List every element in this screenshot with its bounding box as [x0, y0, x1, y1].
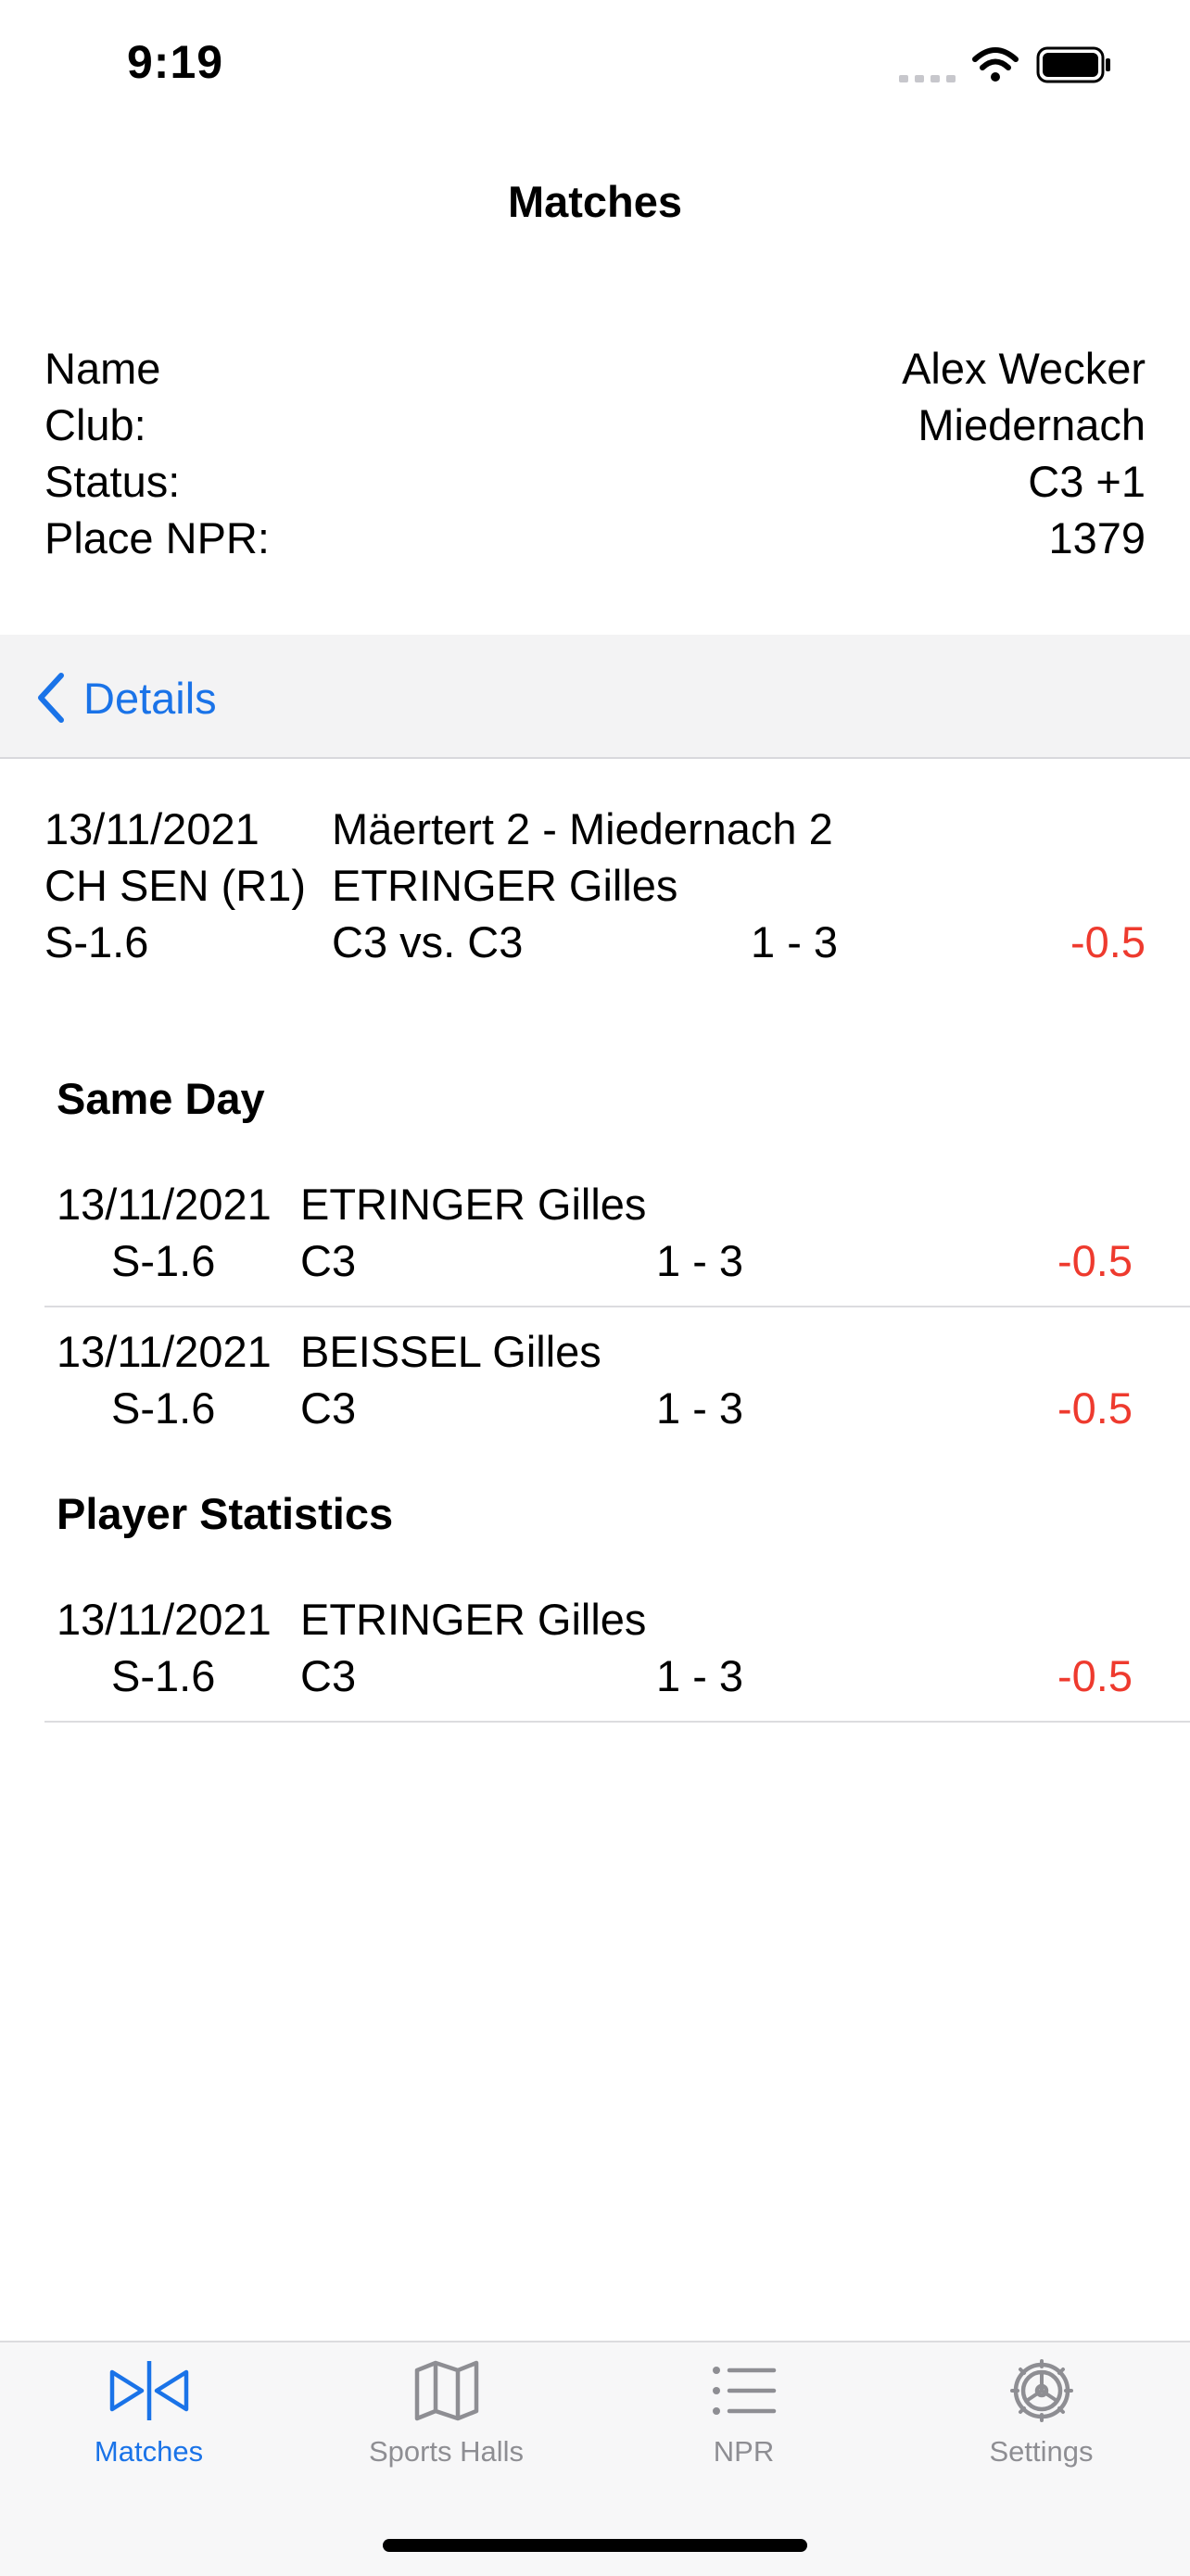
divider	[44, 1306, 1190, 1307]
status-label: Status:	[44, 457, 181, 506]
info-row-club: Club: Miedernach	[44, 399, 1146, 457]
info-row-status: Status: C3 +1	[44, 456, 1146, 513]
info-row-place: Place NPR: 1379	[44, 512, 1146, 570]
row-opponent: ETRINGER Gilles	[300, 1595, 647, 1644]
battery-icon	[1036, 46, 1112, 83]
row-rank: C3	[300, 1236, 357, 1285]
divider	[44, 1721, 1190, 1723]
details-back-button[interactable]: Details	[35, 672, 217, 724]
list-icon	[595, 2354, 892, 2428]
row-rank: C3	[300, 1651, 357, 1700]
section-title-player-statistics: Player Statistics	[57, 1489, 394, 1538]
row-date: 13/11/2021	[57, 1327, 272, 1376]
place-value: 1379	[1048, 513, 1146, 562]
row-date: 13/11/2021	[57, 1595, 272, 1644]
match-competition: CH SEN (R1)	[44, 861, 307, 910]
club-value: Miedernach	[918, 400, 1146, 449]
row-date: 13/11/2021	[57, 1180, 272, 1229]
place-label: Place NPR:	[44, 513, 270, 562]
tab-label: Settings	[989, 2435, 1094, 2468]
list-item[interactable]: 13/11/2021 ETRINGER Gilles S-1.6 C3 1 - …	[0, 1168, 1190, 1305]
row-code: S-1.6	[111, 1236, 216, 1285]
list-item[interactable]: 13/11/2021 ETRINGER Gilles S-1.6 C3 1 - …	[0, 1583, 1190, 1720]
tab-matches[interactable]: Matches	[0, 2354, 298, 2469]
details-back-label: Details	[83, 673, 217, 723]
tab-label: Matches	[94, 2435, 204, 2468]
tab-bar	[0, 2341, 1190, 2576]
details-bar	[0, 635, 1190, 759]
row-points: -0.5	[1057, 1383, 1133, 1433]
chevron-left-icon	[35, 672, 67, 724]
matches-icon	[0, 2354, 298, 2428]
row-rank: C3	[300, 1383, 357, 1433]
name-value: Alex Wecker	[902, 344, 1146, 393]
club-label: Club:	[44, 400, 146, 449]
status-time: 9:19	[127, 36, 224, 88]
status-value: C3 +1	[1028, 457, 1146, 506]
row-points: -0.5	[1057, 1236, 1133, 1285]
tab-settings[interactable]: Settings	[892, 2354, 1190, 2469]
tab-label: Sports Halls	[368, 2435, 525, 2468]
match-teams: Mäertert 2 - Miedernach 2	[332, 804, 833, 853]
page-title: Matches	[507, 177, 683, 226]
row-opponent: ETRINGER Gilles	[300, 1180, 647, 1229]
match-ranks: C3 vs. C3	[332, 917, 524, 966]
tab-npr[interactable]: NPR	[595, 2354, 892, 2469]
section-title-same-day: Same Day	[57, 1074, 265, 1123]
gear-icon	[892, 2354, 1190, 2428]
row-score: 1 - 3	[656, 1651, 744, 1700]
row-score: 1 - 3	[656, 1236, 744, 1285]
signal-icon	[899, 72, 956, 83]
match-opponent: ETRINGER Gilles	[332, 861, 678, 910]
row-opponent: BEISSEL Gilles	[300, 1327, 601, 1376]
row-points: -0.5	[1057, 1651, 1133, 1700]
tab-label: NPR	[713, 2435, 775, 2468]
home-indicator	[383, 2539, 807, 2552]
wifi-icon	[971, 46, 1019, 83]
match-date: 13/11/2021	[44, 804, 260, 853]
map-icon	[298, 2354, 595, 2428]
tab-sports-halls[interactable]: Sports Halls	[298, 2354, 595, 2469]
match-points: -0.5	[1070, 917, 1146, 966]
list-item[interactable]: 13/11/2021 BEISSEL Gilles S-1.6 C3 1 - 3…	[0, 1315, 1190, 1452]
row-code: S-1.6	[111, 1383, 216, 1433]
match-score: 1 - 3	[751, 917, 839, 966]
info-row-name: Name Alex Wecker	[44, 343, 1146, 400]
match-code: S-1.6	[44, 917, 149, 966]
row-code: S-1.6	[111, 1651, 216, 1700]
name-label: Name	[44, 344, 161, 393]
row-score: 1 - 3	[656, 1383, 744, 1433]
